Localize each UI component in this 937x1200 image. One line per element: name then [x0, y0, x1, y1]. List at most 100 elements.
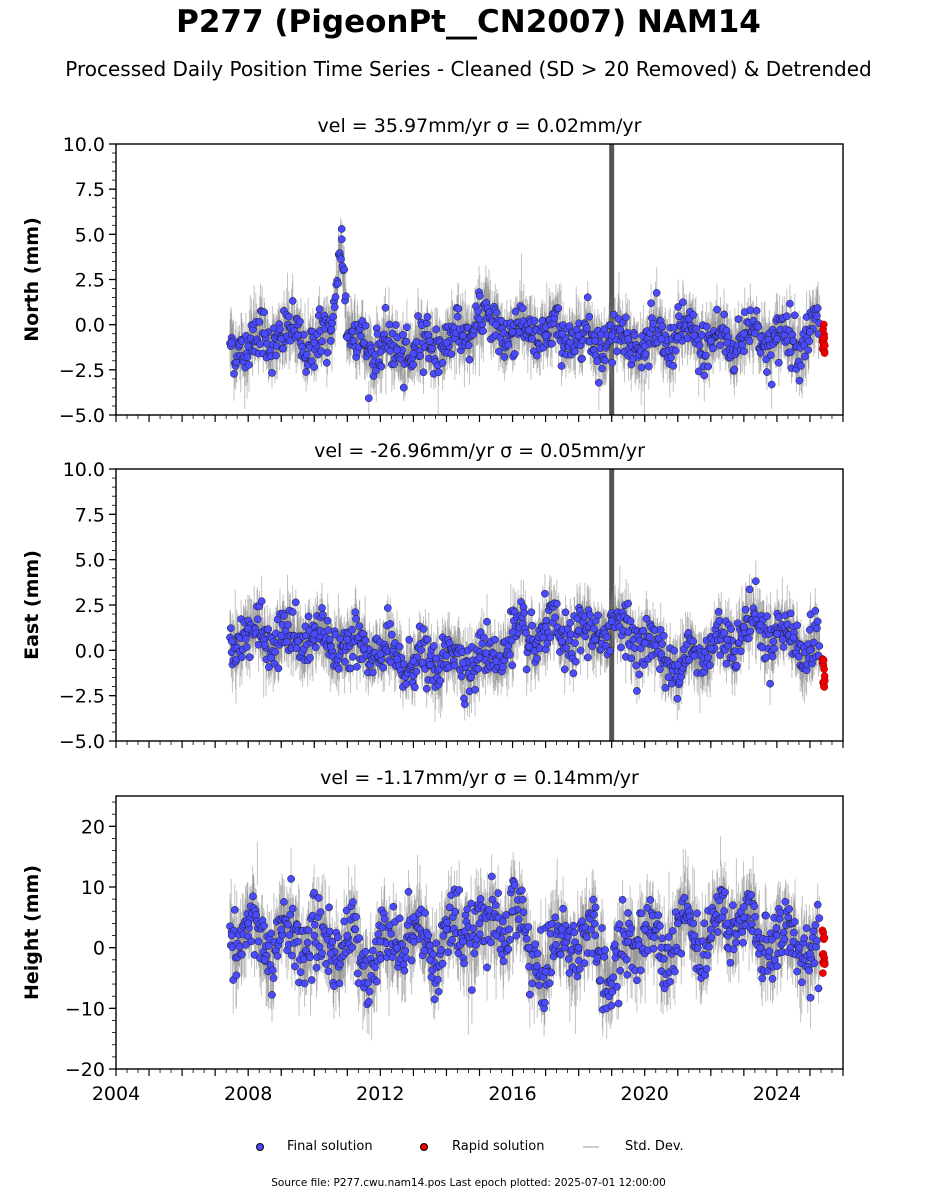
final-point — [659, 631, 668, 640]
final-point — [607, 331, 616, 340]
final-point — [474, 307, 483, 316]
final-point — [422, 319, 431, 328]
final-point — [507, 636, 516, 645]
final-point — [402, 337, 410, 346]
final-point — [554, 304, 563, 313]
final-point — [586, 611, 594, 619]
final-point — [454, 304, 463, 313]
final-point — [541, 622, 550, 631]
final-point — [323, 616, 332, 625]
final-point — [419, 625, 428, 633]
final-point — [264, 625, 272, 634]
final-point — [740, 622, 748, 631]
final-point — [561, 608, 570, 617]
final-point — [732, 661, 741, 670]
final-point — [238, 653, 246, 662]
final-point — [627, 654, 636, 663]
final-point — [583, 293, 592, 302]
final-point — [578, 354, 586, 363]
final-point — [683, 334, 692, 343]
final-point — [626, 617, 635, 626]
final-point — [337, 225, 346, 233]
final-point — [518, 304, 527, 313]
final-point — [756, 333, 765, 342]
final-point — [730, 365, 739, 374]
final-point — [716, 651, 724, 659]
final-point — [565, 322, 574, 331]
final-point — [288, 297, 297, 305]
final-point — [450, 661, 459, 670]
y-tick-label: −2.5 — [59, 360, 105, 382]
final-point — [508, 661, 517, 670]
final-point — [343, 635, 352, 644]
final-point — [498, 663, 507, 671]
y-tick-label: 0.0 — [75, 640, 105, 662]
final-point — [773, 335, 781, 343]
final-point — [591, 337, 600, 345]
final-point — [813, 304, 822, 312]
final-point — [558, 637, 566, 646]
final-point — [613, 347, 621, 356]
final-point — [786, 609, 795, 618]
final-point — [393, 655, 401, 664]
final-point — [426, 337, 434, 345]
final-point — [274, 664, 283, 673]
final-point — [793, 621, 801, 630]
panel-title-north: vel = 35.97mm/yr σ = 0.02mm/yr — [318, 115, 642, 137]
y-tick-label: 5.0 — [75, 550, 105, 572]
final-point — [255, 318, 264, 326]
final-point — [436, 676, 445, 685]
final-point — [637, 363, 646, 372]
final-point — [690, 651, 699, 660]
final-point — [447, 350, 456, 358]
final-point — [317, 347, 326, 356]
final-point — [801, 352, 809, 361]
final-point — [689, 311, 698, 319]
final-point — [277, 335, 286, 343]
final-point — [227, 338, 236, 347]
final-point — [226, 624, 235, 633]
final-point — [594, 378, 603, 387]
final-point — [409, 657, 418, 666]
final-point — [574, 331, 583, 340]
final-point — [328, 319, 337, 328]
final-point — [491, 635, 499, 644]
rapid-point — [820, 665, 828, 673]
final-point — [295, 317, 304, 326]
final-point — [692, 324, 701, 333]
final-point — [763, 368, 771, 376]
y-tick-label: 7.5 — [75, 179, 105, 201]
final-point — [387, 630, 396, 639]
final-point — [562, 643, 571, 652]
final-point — [230, 370, 238, 378]
final-point — [754, 323, 763, 331]
final-point — [318, 611, 327, 619]
final-point — [815, 642, 824, 650]
final-point — [551, 613, 560, 622]
y-tick-label: 0.0 — [75, 315, 105, 337]
final-point — [409, 349, 418, 358]
final-point — [740, 347, 748, 356]
final-point — [608, 358, 617, 367]
final-point — [377, 362, 386, 371]
final-point — [647, 299, 655, 308]
final-point — [260, 308, 268, 317]
final-point — [352, 615, 360, 623]
y-tick-label: 7.5 — [75, 504, 105, 526]
y-axis-label-east: East (mm) — [21, 550, 43, 660]
final-point — [768, 652, 777, 661]
final-point — [376, 347, 385, 356]
final-point — [767, 351, 775, 360]
final-point — [393, 346, 401, 354]
final-point — [558, 329, 566, 338]
final-point — [525, 326, 533, 334]
final-point — [624, 599, 632, 608]
y-tick-label: −5.0 — [59, 405, 105, 427]
final-point — [386, 620, 395, 628]
final-point — [280, 612, 288, 620]
final-point — [416, 352, 425, 360]
final-point — [260, 641, 269, 649]
final-point — [265, 663, 273, 671]
final-point — [715, 616, 724, 625]
